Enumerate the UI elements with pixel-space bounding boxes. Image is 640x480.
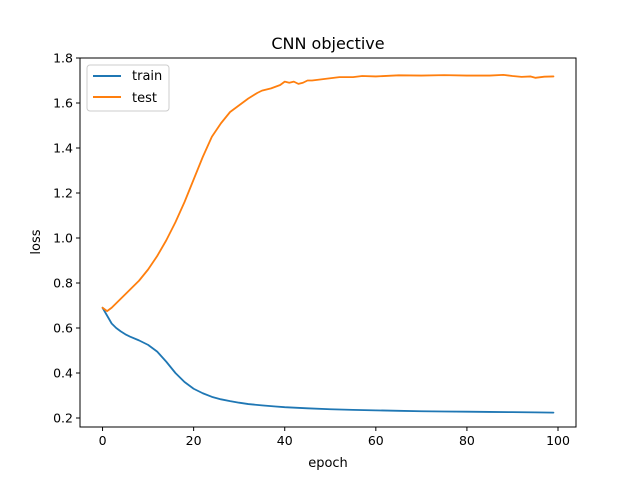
y-tick-label: 1.4: [53, 141, 73, 156]
plot-frame: [79, 57, 577, 428]
y-tick-label: 0.6: [53, 321, 73, 336]
series-line-test: [101, 73, 555, 313]
x-tick-label: 40: [277, 433, 293, 448]
y-tick-label: 0.8: [53, 276, 73, 291]
y-axis-label: loss: [29, 229, 44, 254]
x-tick-label: 80: [459, 433, 475, 448]
x-axis-label: epoch: [308, 456, 348, 471]
x-tick-label: 100: [546, 433, 570, 448]
plot-lines: [101, 73, 555, 414]
x-tick-label: 0: [99, 433, 107, 448]
y-tick-label: 0.2: [53, 411, 73, 426]
y-tick-label: 0.4: [53, 366, 73, 381]
x-tick-label: 60: [368, 433, 384, 448]
x-axis-ticks: 0 20 40 60 80 100: [99, 427, 570, 448]
legend: train test: [86, 64, 170, 112]
y-tick-label: 1.2: [53, 186, 73, 201]
legend-label-train: train: [132, 69, 162, 84]
y-tick-label: 1.0: [53, 231, 73, 246]
y-tick-label: 1.6: [53, 96, 73, 111]
y-tick-label: 1.8: [53, 51, 73, 66]
chart-title: CNN objective: [271, 34, 384, 53]
x-tick-label: 20: [186, 433, 202, 448]
series-line-train: [101, 306, 555, 414]
y-axis-ticks: 0.2 0.4 0.6 0.8 1.0 1.2 1.4 1.6 1.8: [53, 51, 80, 426]
legend-label-test: test: [132, 91, 157, 106]
